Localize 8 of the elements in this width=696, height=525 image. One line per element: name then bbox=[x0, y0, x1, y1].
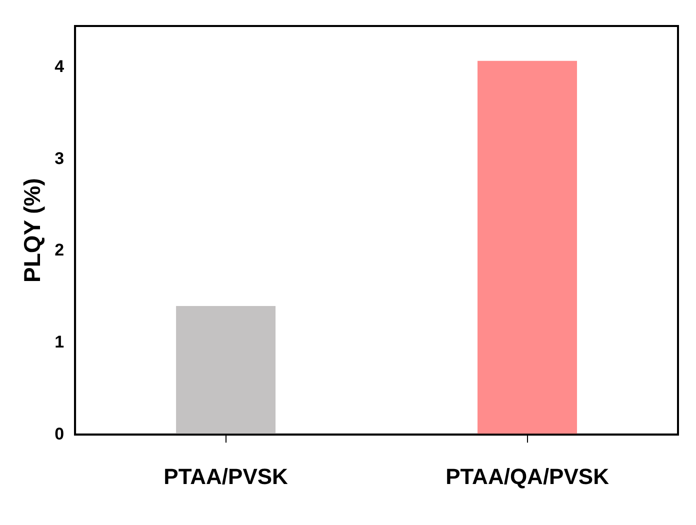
x-tick-label: PTAA/QA/PVSK bbox=[446, 464, 610, 489]
y-tick-label: 2 bbox=[54, 240, 64, 260]
x-tick-label: PTAA/PVSK bbox=[164, 464, 288, 489]
y-axis-title: PLQY (%) bbox=[19, 178, 46, 282]
y-tick-label: 4 bbox=[54, 57, 65, 76]
y-tick-label: 3 bbox=[54, 148, 64, 168]
y-tick-label: 0 bbox=[54, 424, 64, 444]
y-tick-label: 1 bbox=[54, 332, 64, 352]
